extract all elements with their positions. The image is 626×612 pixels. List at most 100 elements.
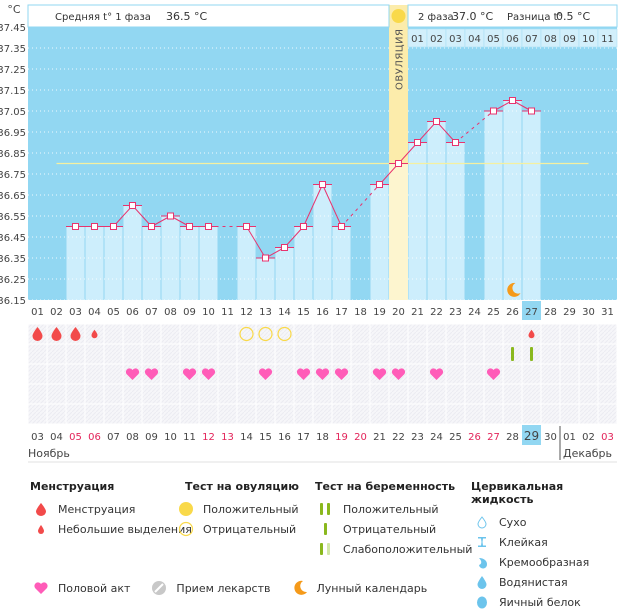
event-cell xyxy=(47,344,66,364)
calendar-date-label: 15 xyxy=(259,432,272,443)
event-cell xyxy=(465,324,484,344)
calendar-date-label: 01 xyxy=(563,432,576,443)
legend-title: Тест на беременность xyxy=(315,480,456,493)
y-tick-label: 37.05 xyxy=(0,107,26,118)
event-cell xyxy=(237,344,256,364)
watery-icon xyxy=(471,575,493,589)
temp-line-segment xyxy=(341,184,380,227)
event-cell xyxy=(370,344,389,364)
legend-title: Менструация xyxy=(30,480,115,493)
heart-icon xyxy=(372,368,387,380)
temp-bar xyxy=(294,226,313,300)
ovulation-bar xyxy=(389,163,408,300)
temp-point xyxy=(414,139,421,146)
heart-icon xyxy=(30,581,52,595)
event-cell xyxy=(598,364,617,384)
temp-point xyxy=(338,223,345,230)
temp-bar xyxy=(142,226,161,300)
heart-icon xyxy=(429,368,444,380)
temp-point xyxy=(167,212,174,220)
event-cell xyxy=(275,404,294,424)
legend-label: Небольшие выделения xyxy=(58,522,192,536)
y-tick-label: 36.65 xyxy=(0,191,26,202)
legend-label: Слабоположительный xyxy=(343,542,473,556)
y-tick-label: 37.25 xyxy=(0,65,26,76)
x-tick-label: 01 xyxy=(31,307,44,318)
temp-point xyxy=(319,181,326,188)
temp-bar xyxy=(522,111,541,300)
event-cell xyxy=(446,384,465,404)
positive-pregnancy-icon xyxy=(315,502,337,516)
temp-point xyxy=(395,160,402,167)
event-cell xyxy=(465,364,484,384)
event-cell xyxy=(560,384,579,404)
menstruation-drop-icon xyxy=(51,327,62,342)
bbt-chart: ОВУЛЯЦИЯ Средняя t° 1 фаза 36.5 °C 2 фаза3… xyxy=(0,3,618,463)
heart-icon xyxy=(334,368,349,380)
moon-icon xyxy=(507,282,521,297)
temp-line-segment xyxy=(303,184,323,227)
event-cell xyxy=(579,364,598,384)
event-cell xyxy=(313,404,332,424)
heart-icon xyxy=(144,368,159,380)
event-cell xyxy=(237,404,256,424)
event-cell xyxy=(218,384,237,404)
heart-icon xyxy=(182,368,197,380)
calendar-date-label: 08 xyxy=(126,432,139,443)
header-phase2 xyxy=(407,4,618,28)
event-cell xyxy=(351,404,370,424)
today-highlight xyxy=(522,301,541,320)
luteal-day-label: 07 xyxy=(525,34,538,45)
event-cell xyxy=(28,344,47,364)
x-tick-label: 28 xyxy=(544,307,557,318)
event-cell xyxy=(332,344,351,364)
event-cell xyxy=(104,404,123,424)
legend-label: Клейкая xyxy=(499,535,548,549)
legend-cervical: Цервикальная жидкость Сухо Клейкая Кремо… xyxy=(471,480,626,612)
calendar-date-label: 16 xyxy=(278,432,291,443)
x-tick-label: 20 xyxy=(392,307,405,318)
event-cell xyxy=(142,384,161,404)
temp-bar xyxy=(408,142,427,300)
event-cell xyxy=(389,384,408,404)
drop-icon xyxy=(30,502,52,516)
calendar-date-label: 18 xyxy=(316,432,329,443)
event-cell xyxy=(541,404,560,424)
temp-bar xyxy=(446,142,465,300)
event-cell xyxy=(446,364,465,384)
event-cell xyxy=(579,344,598,364)
legend-ovulation-test: Тест на овуляцию Положительный Отрицател… xyxy=(178,480,299,539)
temp-line-segment xyxy=(246,226,266,259)
calendar-date-label: 03 xyxy=(601,432,614,443)
luteal-day-label: 11 xyxy=(601,34,614,45)
temp-point xyxy=(110,223,117,230)
event-cell xyxy=(85,344,104,364)
event-cell xyxy=(47,404,66,424)
event-cell xyxy=(579,404,598,424)
event-cell xyxy=(389,404,408,424)
event-cell xyxy=(104,344,123,364)
temp-bar xyxy=(123,205,142,300)
calendar-date-label: 17 xyxy=(297,432,310,443)
luteal-day-label: 05 xyxy=(487,34,500,45)
event-cell xyxy=(180,324,199,344)
event-cell xyxy=(161,324,180,344)
x-tick-label: 16 xyxy=(316,307,329,318)
x-tick-label: 10 xyxy=(202,307,215,318)
legend-title: Тест на овуляцию xyxy=(185,480,299,493)
event-cell xyxy=(541,364,560,384)
legend-label: Отрицательный xyxy=(203,522,297,536)
event-cell xyxy=(522,404,541,424)
event-cell xyxy=(427,384,446,404)
event-cell xyxy=(427,344,446,364)
x-tick-label: 12 xyxy=(240,307,253,318)
temp-point xyxy=(376,181,383,188)
event-cell xyxy=(408,404,427,424)
temp-bar xyxy=(180,226,199,300)
heart-icon xyxy=(391,368,406,380)
y-tick-label: 36.55 xyxy=(0,212,26,223)
calendar-date-label: 03 xyxy=(31,432,44,443)
event-cell xyxy=(218,404,237,424)
event-cell xyxy=(28,404,47,424)
x-tick-label: 13 xyxy=(259,307,272,318)
